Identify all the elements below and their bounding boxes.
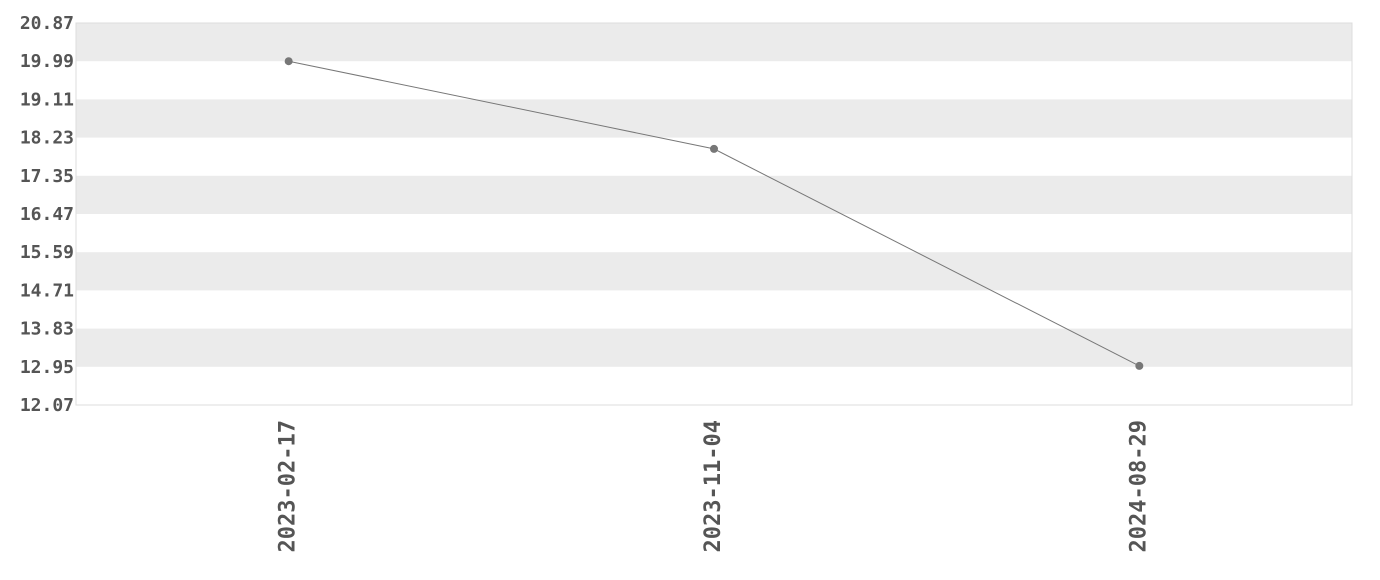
y-tick-label: 14.71	[20, 280, 74, 301]
y-tick-label: 17.35	[20, 166, 74, 187]
grid-bands	[76, 23, 1352, 367]
y-tick-label: 16.47	[20, 204, 74, 225]
x-tick-label: 2023-11-04	[701, 420, 726, 552]
y-tick-label: 20.87	[20, 13, 74, 34]
data-point	[710, 144, 718, 153]
y-tick-label: 15.59	[20, 242, 74, 263]
y-tick-label: 18.23	[20, 128, 74, 149]
grid-band	[76, 328, 1352, 367]
y-tick-label: 13.83	[20, 319, 74, 340]
grid-band	[76, 252, 1352, 291]
grid-band	[76, 175, 1352, 214]
y-tick-label: 12.07	[20, 395, 74, 416]
y-tick-label: 19.11	[20, 89, 74, 110]
plot-frame	[75, 22, 1353, 406]
x-axis: 2023-02-17 2023-11-04 2024-08-29	[276, 420, 1152, 552]
x-tick-label: 2023-02-17	[276, 420, 301, 552]
y-tick-label: 19.99	[20, 51, 74, 72]
y-tick-label: 12.95	[20, 357, 74, 378]
y-axis: 20.87 19.99 19.11 18.23 17.35 16.47 15.59 14.71…	[20, 13, 74, 416]
grid-band	[76, 99, 1352, 138]
grid-band	[76, 23, 1352, 62]
series-points	[284, 57, 1144, 370]
x-tick-label: 2024-08-29	[1126, 420, 1151, 552]
data-point	[284, 57, 293, 66]
data-point	[1135, 361, 1144, 370]
